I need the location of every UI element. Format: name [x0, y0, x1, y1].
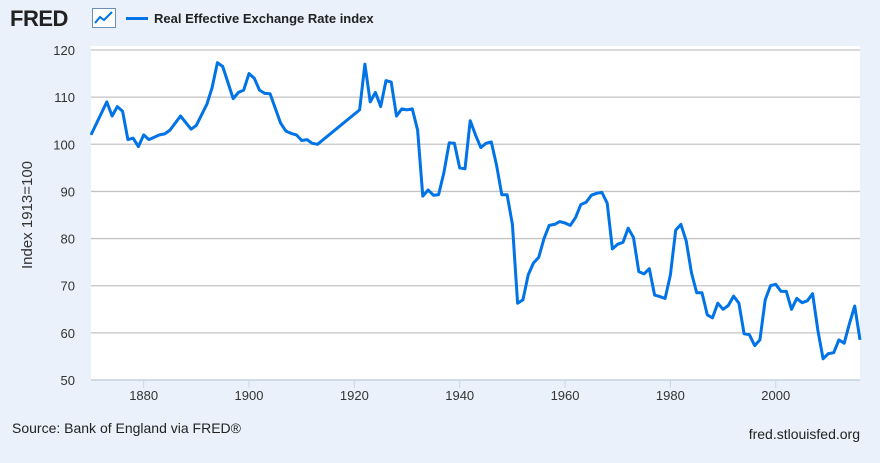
x-tick-label: 1920 — [340, 388, 369, 403]
x-tick-label: 1880 — [129, 388, 158, 403]
x-tick-label: 1940 — [445, 388, 474, 403]
x-tick-label: 1980 — [656, 388, 685, 403]
y-axis-label: Index 1913=100 — [19, 161, 36, 269]
y-tick-label: 70 — [61, 279, 75, 294]
x-tick-label: 1960 — [551, 388, 580, 403]
source-note: Source: Bank of England via FRED® — [12, 420, 241, 436]
legend: Real Effective Exchange Rate index — [126, 11, 374, 26]
y-tick-label: 90 — [61, 184, 75, 199]
y-tick-label: 50 — [61, 373, 75, 388]
y-tick-label: 100 — [53, 137, 75, 152]
y-tick-label: 80 — [61, 232, 75, 247]
y-tick-label: 120 — [53, 43, 75, 58]
fred-logo[interactable]: FRED — [10, 6, 68, 31]
x-tick-label: 2000 — [761, 388, 790, 403]
y-tick-label: 110 — [54, 90, 75, 105]
legend-swatch — [126, 17, 148, 20]
plot-area — [91, 46, 860, 380]
legend-label: Real Effective Exchange Rate index — [154, 11, 374, 26]
chart-line-icon — [92, 8, 116, 28]
series-line — [89, 61, 862, 361]
site-link[interactable]: fred.stlouisfed.org — [748, 426, 860, 442]
y-tick-label: 60 — [61, 326, 75, 341]
x-tick-label: 1900 — [235, 388, 264, 403]
